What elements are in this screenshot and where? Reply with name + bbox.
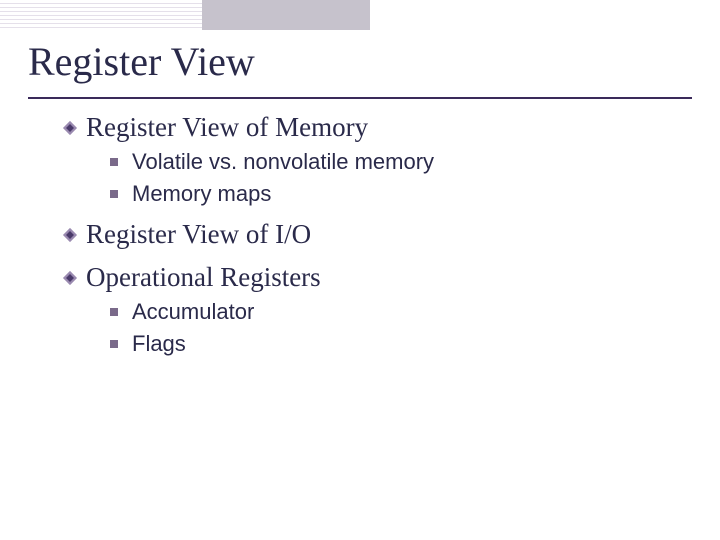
outline-group: Register View of I/O bbox=[62, 219, 690, 250]
square-bullet-icon bbox=[110, 340, 118, 348]
sublist-item: Accumulator bbox=[110, 299, 690, 325]
sublist-item-label: Accumulator bbox=[132, 299, 254, 325]
list-item-label: Operational Registers bbox=[86, 262, 321, 293]
square-bullet-icon bbox=[110, 190, 118, 198]
diamond-bullet-icon bbox=[62, 120, 78, 136]
diamond-bullet-icon bbox=[62, 270, 78, 286]
sublist-item: Flags bbox=[110, 331, 690, 357]
title-divider bbox=[28, 97, 692, 99]
sublist-item: Memory maps bbox=[110, 181, 690, 207]
slide-title: Register View bbox=[28, 38, 255, 85]
lined-background bbox=[0, 0, 202, 30]
list-item-label: Register View of I/O bbox=[86, 219, 311, 250]
sublist-item-label: Memory maps bbox=[132, 181, 271, 207]
list-item: Register View of Memory bbox=[62, 112, 690, 143]
outline-group: Operational Registers Accumulator Flags bbox=[62, 262, 690, 357]
list-item-label: Register View of Memory bbox=[86, 112, 368, 143]
square-bullet-icon bbox=[110, 308, 118, 316]
gray-bar bbox=[202, 0, 370, 30]
sublist-item-label: Volatile vs. nonvolatile memory bbox=[132, 149, 434, 175]
diamond-bullet-icon bbox=[62, 227, 78, 243]
list-item: Register View of I/O bbox=[62, 219, 690, 250]
sublist-item: Volatile vs. nonvolatile memory bbox=[110, 149, 690, 175]
square-bullet-icon bbox=[110, 158, 118, 166]
outline-group: Register View of Memory Volatile vs. non… bbox=[62, 112, 690, 207]
slide-content: Register View of Memory Volatile vs. non… bbox=[62, 112, 690, 369]
list-item: Operational Registers bbox=[62, 262, 690, 293]
sublist-item-label: Flags bbox=[132, 331, 186, 357]
title-decoration bbox=[0, 0, 720, 30]
